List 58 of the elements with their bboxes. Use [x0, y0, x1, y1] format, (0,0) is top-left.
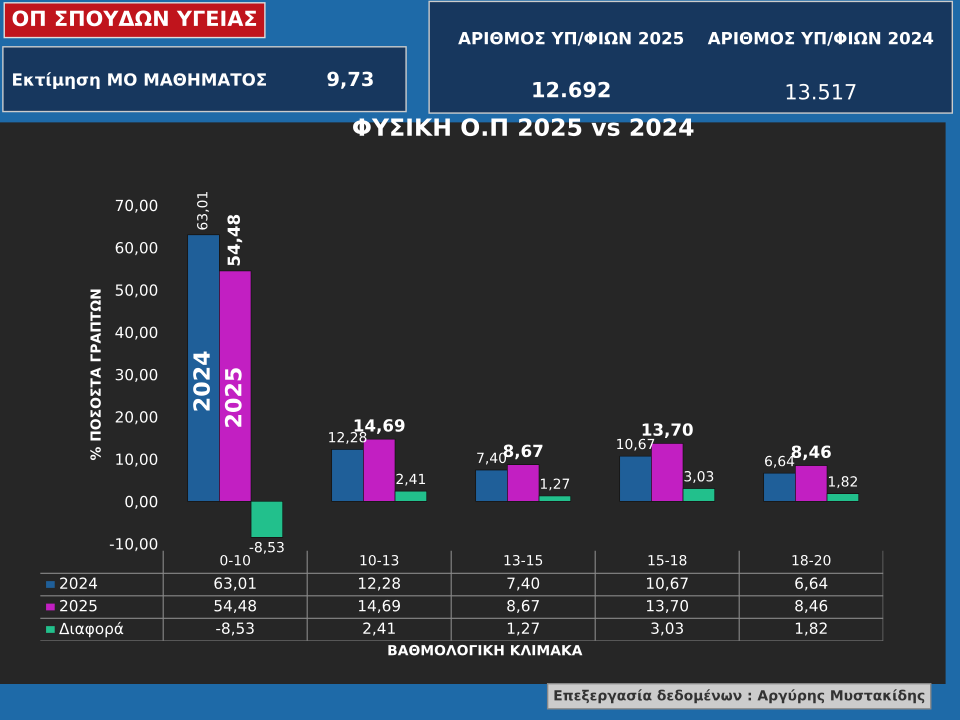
- data-label: 63,01: [214, 577, 256, 591]
- text: 2024: [193, 351, 210, 411]
- data-label: 1,27: [508, 622, 539, 636]
- data-label: 12,28: [359, 577, 400, 591]
- y-tick-label: 70,00: [116, 200, 158, 213]
- text: 12,28: [329, 432, 366, 444]
- y-tick-label: 50,00: [116, 284, 158, 298]
- data-label: 6,64: [795, 577, 828, 591]
- text: 10,67: [617, 438, 654, 451]
- x-tick-label: 0-10: [220, 554, 250, 566]
- y-tick-label: 10,00: [116, 453, 158, 467]
- text: ΒΑΘΜΟΛΟΓΙΚΗ ΚΛΙΜΑΚΑ: [388, 644, 582, 656]
- y-tick-label: 60,00: [116, 242, 158, 256]
- text: 2025: [224, 368, 242, 427]
- text: ΑΡΙΘΜΟΣ ΥΠ/ΦΙΩΝ 2025: [458, 32, 684, 46]
- y-tick-label: 30,00: [116, 368, 158, 382]
- data-label: 10,67: [647, 577, 688, 591]
- data-label: 14,69: [359, 600, 400, 614]
- text: 12.692: [533, 82, 610, 98]
- data-label: -8,53: [216, 622, 254, 636]
- text: -8,53: [250, 542, 284, 554]
- text: 7,40: [477, 452, 506, 464]
- data-label: 7,40: [507, 577, 540, 591]
- text: 1,82: [828, 476, 857, 488]
- chart-title: ΦΥΣΙΚΗ Ο.Π 2025 vs 2024: [353, 118, 694, 136]
- text: 8,67: [504, 444, 542, 460]
- data-label: 3,03: [651, 622, 683, 636]
- data-label: 13,70: [647, 600, 688, 614]
- text: 2,41: [396, 474, 426, 486]
- text: 54,48: [227, 214, 242, 266]
- data-label: 2,41: [363, 622, 395, 636]
- text: 3,03: [684, 471, 714, 483]
- legend-label: 2024: [60, 577, 98, 589]
- y-tick-label: -10,00: [110, 538, 158, 552]
- y-tick-label: 40,00: [115, 326, 158, 340]
- text: ΑΡΙΘΜΟΣ ΥΠ/ΦΙΩΝ 2024: [708, 32, 934, 46]
- data-label: 8,46: [795, 600, 828, 614]
- data-label: 8,67: [507, 600, 539, 614]
- x-tick-label: 10-13: [360, 554, 398, 566]
- data-label: 54,48: [214, 600, 256, 614]
- text: Εκτίμηση ΜΟ ΜΑΘΗΜΑΤΟΣ: [13, 72, 266, 90]
- text: 63,01: [197, 192, 209, 230]
- text: 14,69: [354, 419, 404, 434]
- y-axis-title: % ΠΟΣΟΣΤΑ ΓΡΑΠΤΩΝ: [90, 290, 101, 460]
- text: 13.517: [786, 84, 856, 100]
- data-label: 1,82: [796, 622, 827, 636]
- legend-label: 2025: [60, 600, 97, 612]
- x-tick-label: 13-15: [504, 554, 542, 566]
- y-tick-label: 0,00: [125, 496, 158, 509]
- text: Επεξεργασία δεδομένων : Αργύρης Μυστακίδης: [554, 689, 924, 704]
- text: ΟΠ ΣΠΟΥΔΩΝ ΥΓΕΙΑΣ: [12, 10, 256, 26]
- x-tick-label: 18-20: [792, 554, 830, 566]
- text: 9,73: [327, 72, 373, 89]
- x-tick-label: 15-18: [648, 554, 686, 566]
- legend-label: Διαφορά: [59, 622, 124, 638]
- y-tick-label: 20,00: [116, 411, 158, 424]
- text: 1,27: [540, 478, 570, 490]
- text: 13,70: [642, 423, 693, 438]
